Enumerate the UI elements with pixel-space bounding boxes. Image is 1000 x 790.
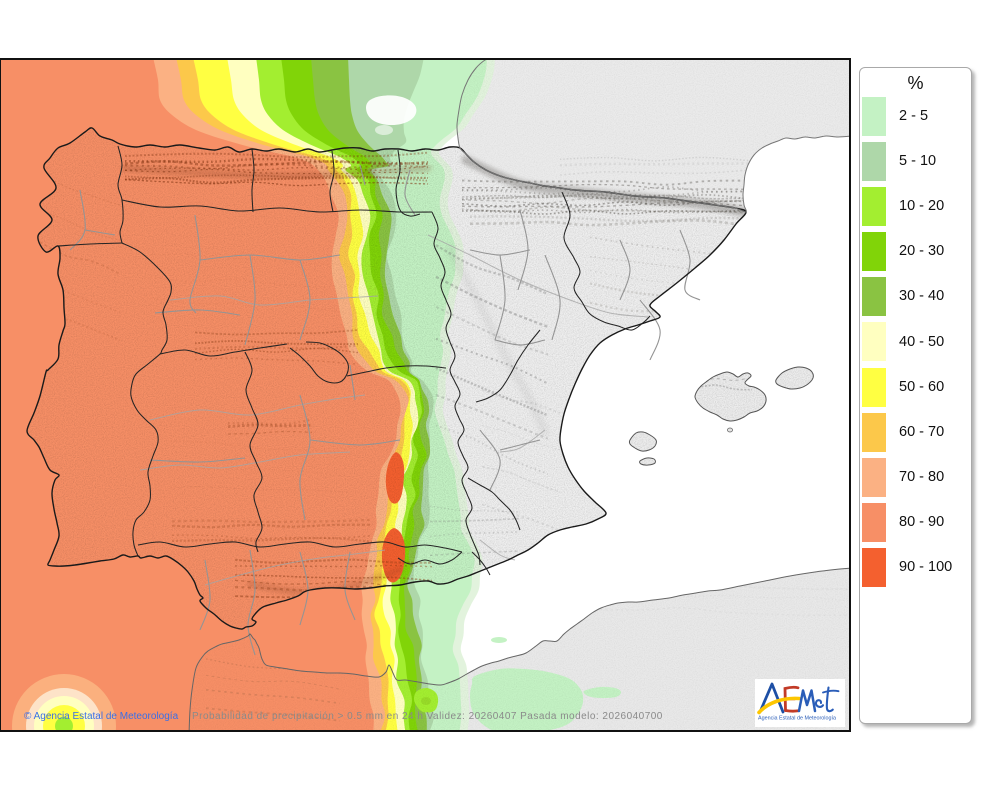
svg-text:Agencia Estatal de Meteorologí: Agencia Estatal de Meteorología: [758, 716, 836, 722]
